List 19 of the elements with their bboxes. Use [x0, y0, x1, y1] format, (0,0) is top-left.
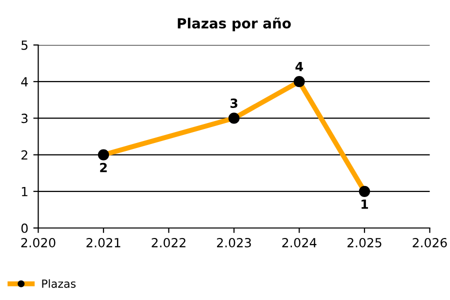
y-tick-label: 1	[22, 187, 28, 196]
data-label: 4	[295, 62, 304, 72]
x-tick-label: 2.023	[217, 238, 251, 248]
y-tick-label: 3	[22, 114, 28, 124]
data-label: 2	[100, 162, 107, 172]
x-tick-label: 2.021	[86, 238, 120, 248]
x-tick-label: 2.024	[282, 238, 316, 248]
x-tick-label: 2.026	[412, 238, 447, 248]
legend-label: Plazas	[42, 279, 76, 288]
y-tick-label: 0	[21, 223, 28, 233]
y-tick-label: 2	[21, 150, 28, 160]
data-label: 1	[362, 200, 368, 209]
y-tick-label: 5	[22, 40, 28, 50]
x-tick-label: 2.022	[152, 238, 186, 248]
chart-title: Plazas por año	[178, 18, 291, 32]
y-tick-label: 4	[21, 77, 28, 86]
x-tick-label: 2.025	[348, 238, 382, 248]
data-label: 3	[230, 98, 238, 108]
x-tick-label: 2.020	[21, 238, 56, 248]
